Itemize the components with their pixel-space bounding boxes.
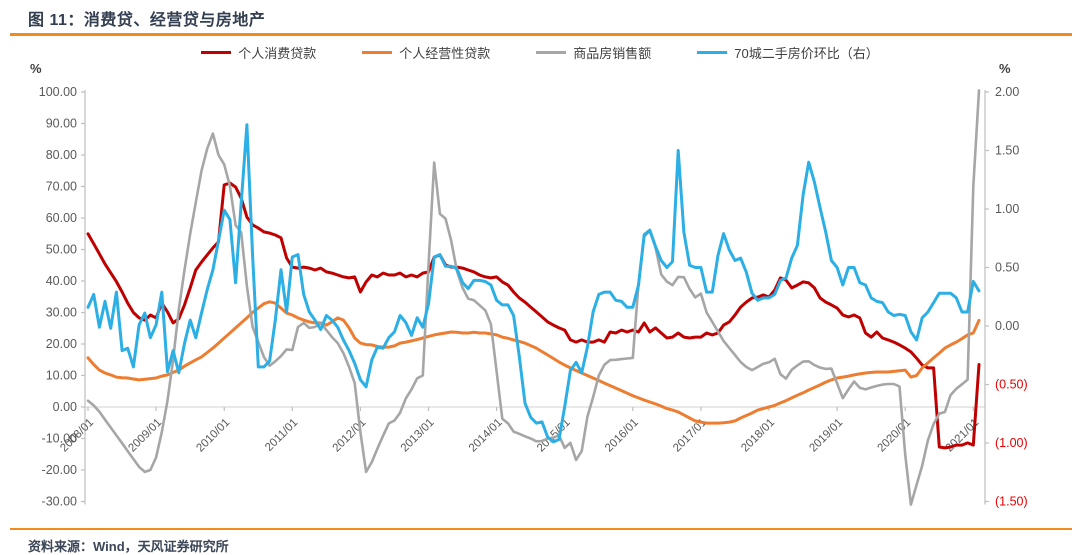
- legend-label: 70城二手房价环比（右）: [734, 46, 879, 61]
- right-axis-label: (1.50): [995, 495, 1028, 509]
- left-axis-unit: %: [30, 61, 42, 76]
- chart-legend: 个人消费贷款 个人经营性贷款 商品房销售额 70城二手房价环比（右）: [0, 43, 1080, 62]
- legend-line-consumer-loan-icon: [201, 51, 232, 54]
- left-axis-label: 50.00: [46, 243, 77, 257]
- footer-divider: [10, 528, 1072, 530]
- right-axis-label: (1.00): [995, 436, 1028, 450]
- x-axis-label: 2020/01: [875, 417, 913, 455]
- series-price-mom-70city: [86, 123, 981, 444]
- header-divider: [10, 33, 1072, 36]
- right-axis-label: 2.00: [995, 85, 1019, 99]
- right-axis-label: (0.50): [995, 378, 1028, 392]
- legend-line-price-mom-icon: [697, 51, 728, 54]
- legend-label: 个人消费贷款: [238, 46, 317, 61]
- legend-item-consumer-loan: 个人消费贷款: [201, 43, 316, 62]
- x-axis-label: 2016/01: [603, 417, 641, 455]
- x-axis-label: 2014/01: [467, 417, 505, 455]
- x-axis-label: 2010/01: [194, 417, 232, 455]
- left-axis-label: -30.00: [42, 495, 77, 509]
- left-axis-label: 0.00: [53, 400, 77, 414]
- legend-line-housing-sales-icon: [536, 51, 567, 54]
- legend-label: 商品房销售额: [573, 46, 652, 61]
- x-axis-label: 2013/01: [399, 417, 437, 455]
- source-note: 资料来源：Wind，天风证券研究所: [28, 539, 229, 554]
- right-axis-label: 1.00: [995, 202, 1019, 216]
- left-axis-label: 80.00: [46, 148, 77, 162]
- legend-item-price-mom: 70城二手房价环比（右）: [697, 43, 879, 62]
- left-axis-label: 100.00: [39, 85, 77, 99]
- left-axis-label: 60.00: [46, 211, 77, 225]
- left-axis-label: 20.00: [46, 337, 77, 351]
- right-axis-unit: %: [999, 61, 1011, 76]
- right-axis-label: 0.50: [995, 261, 1019, 275]
- left-axis-label: -20.00: [42, 463, 77, 477]
- series-business-loan: [86, 300, 981, 425]
- x-axis-label: 2019/01: [807, 417, 845, 455]
- series-consumer-loan: [86, 181, 981, 450]
- left-axis-label: 70.00: [46, 180, 77, 194]
- left-axis-label: 40.00: [46, 274, 77, 288]
- figure-title: 图 11：消费贷、经营贷与房地产: [28, 12, 266, 29]
- legend-label: 个人经营性贷款: [399, 46, 491, 61]
- x-axis-label: 2011/01: [263, 417, 300, 454]
- left-axis-label: 90.00: [46, 117, 77, 131]
- legend-item-business-loan: 个人经营性贷款: [362, 43, 490, 62]
- right-axis-label: 1.50: [995, 144, 1019, 158]
- legend-line-business-loan-icon: [362, 51, 393, 54]
- x-axis-label: 2018/01: [739, 417, 777, 455]
- left-axis-label: 10.00: [46, 369, 77, 383]
- right-axis-label: 0.00: [995, 319, 1019, 333]
- left-axis-label: -10.00: [42, 432, 77, 446]
- series-housing-sales: [86, 89, 981, 506]
- left-axis-label: 30.00: [46, 306, 77, 320]
- legend-item-housing-sales: 商品房销售额: [536, 43, 651, 62]
